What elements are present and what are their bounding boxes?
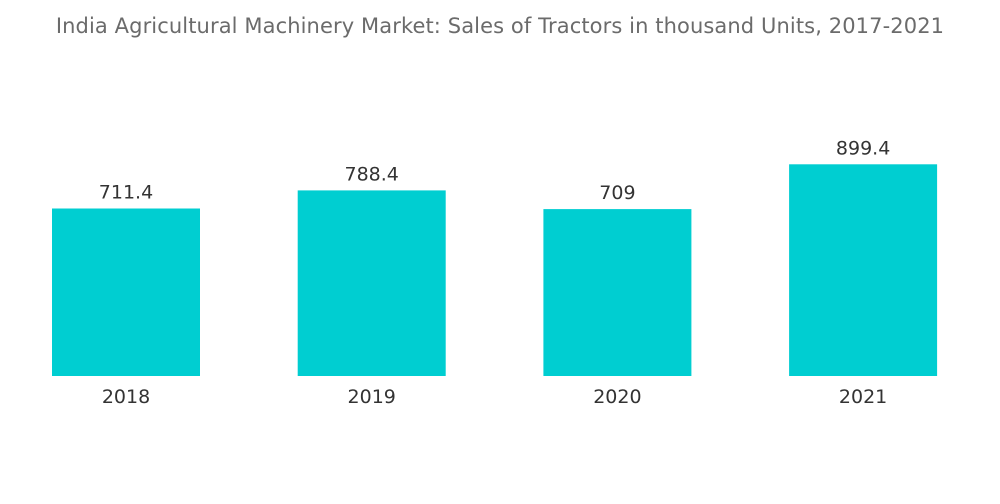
category-label-2021: 2021	[839, 386, 887, 408]
category-label-2018: 2018	[102, 386, 150, 408]
bar-2021	[789, 164, 938, 376]
value-label-2020: 709	[599, 182, 635, 204]
bar-2019	[297, 190, 446, 376]
bar-2020	[543, 209, 692, 376]
chart-title: India Agricultural Machinery Market: Sal…	[55, 14, 945, 38]
category-label-2019: 2019	[348, 386, 396, 408]
value-label-2019: 788.4	[344, 163, 398, 185]
value-label-2018: 711.4	[99, 182, 153, 204]
value-label-2021: 899.4	[836, 137, 890, 159]
category-label-2020: 2020	[593, 386, 641, 408]
bar-2018	[52, 208, 200, 376]
